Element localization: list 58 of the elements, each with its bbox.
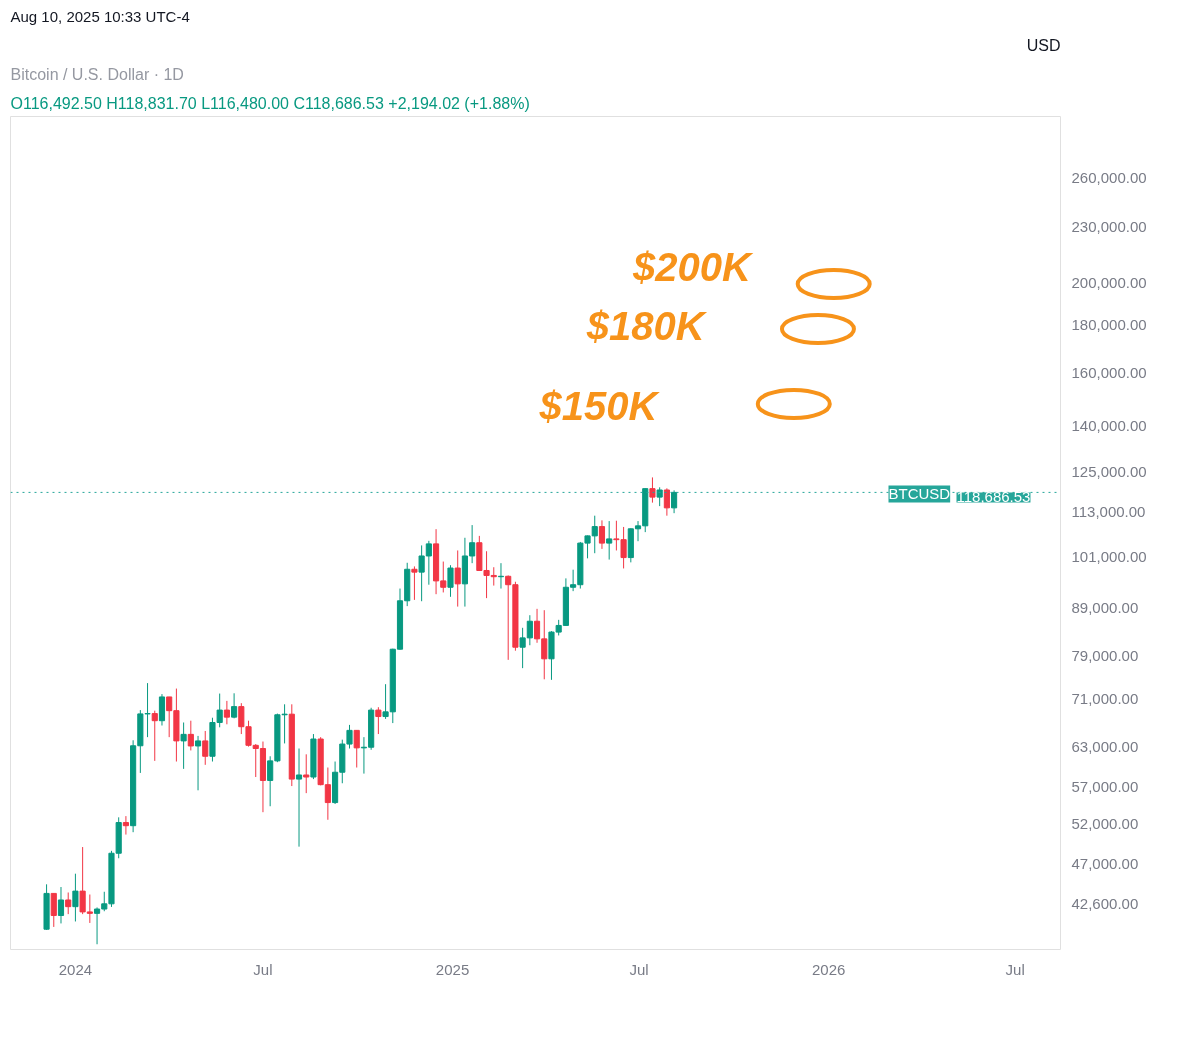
chart-title: Bitcoin / U.S. Dollar · 1D (10, 65, 184, 83)
candlestick (606, 520, 613, 561)
y-tick-label: 140,000.00 (1071, 417, 1147, 435)
candlestick (151, 710, 158, 762)
candlestick (447, 564, 454, 598)
y-tick-label: 101,000.00 (1071, 548, 1147, 566)
y-tick-label: 113,000.00 (1071, 503, 1146, 521)
annotation: $180K (585, 303, 708, 348)
x-tick-label: 2026 (811, 960, 846, 978)
candlestick (295, 748, 303, 848)
y-tick-label: 260,000.00 (1071, 168, 1147, 186)
candlestick (663, 487, 670, 517)
candlestick (187, 720, 194, 751)
annotation: $150K (538, 383, 661, 428)
ref-line-label: BTCUSD (888, 485, 951, 503)
y-tick-label: 89,000.00 (1071, 598, 1139, 616)
candlestick (353, 729, 360, 769)
y-tick-label: 125,000.00 (1071, 462, 1147, 480)
candlestick (202, 730, 209, 766)
y-tick-label: 57,000.00 (1071, 777, 1139, 795)
y-tick-label: 79,000.00 (1071, 646, 1139, 664)
y-tick-label: 160,000.00 (1071, 363, 1147, 381)
annotation: $200K (632, 245, 754, 290)
x-tick-label: Jul (1005, 960, 1025, 978)
y-tick-label: 71,000.00 (1071, 689, 1139, 707)
candlestick (57, 886, 65, 924)
candlestick (50, 892, 57, 928)
y-tick-label: 47,000.00 (1071, 855, 1139, 873)
x-tick-label: Jul (253, 960, 273, 978)
candlestick (411, 565, 418, 601)
chart-subtitle: O116,492.50 H118,831.70 L116,480.00 C118,686.53 +2,194.02 (+1.88%) (10, 94, 530, 112)
candlestick (158, 693, 166, 726)
y-tick-label: 52,000.00 (1071, 814, 1139, 832)
candlestick (382, 683, 389, 720)
candlestick (375, 706, 382, 735)
candlestick (598, 519, 606, 550)
x-tick-label: 2025 (435, 960, 470, 978)
x-tick-label: Jul (629, 960, 649, 978)
candlestick (649, 476, 656, 504)
y-tick-label: 200,000.00 (1071, 273, 1147, 291)
candlestick (223, 700, 230, 725)
candlestick (303, 753, 310, 794)
y-tick-label: 230,000.00 (1071, 217, 1147, 235)
candlestick (122, 815, 129, 836)
candlestick (180, 721, 187, 770)
candlestick (72, 873, 79, 922)
y-tick-label: 63,000.00 (1071, 737, 1139, 755)
candlestick (194, 735, 202, 791)
candlestick (231, 692, 238, 719)
x-tick-label: 2024 (58, 960, 93, 978)
candlestick (65, 891, 72, 915)
annotation: 118,686.53 (956, 488, 1031, 506)
y-tick-label: 42,600.00 (1071, 894, 1139, 912)
text: Aug 10, 2025 10:33 UTC-4 (10, 7, 190, 25)
candlestick (454, 549, 461, 608)
candlestick (671, 489, 678, 514)
y-tick-label: 180,000.00 (1071, 316, 1147, 334)
text: USD (1026, 36, 1061, 54)
